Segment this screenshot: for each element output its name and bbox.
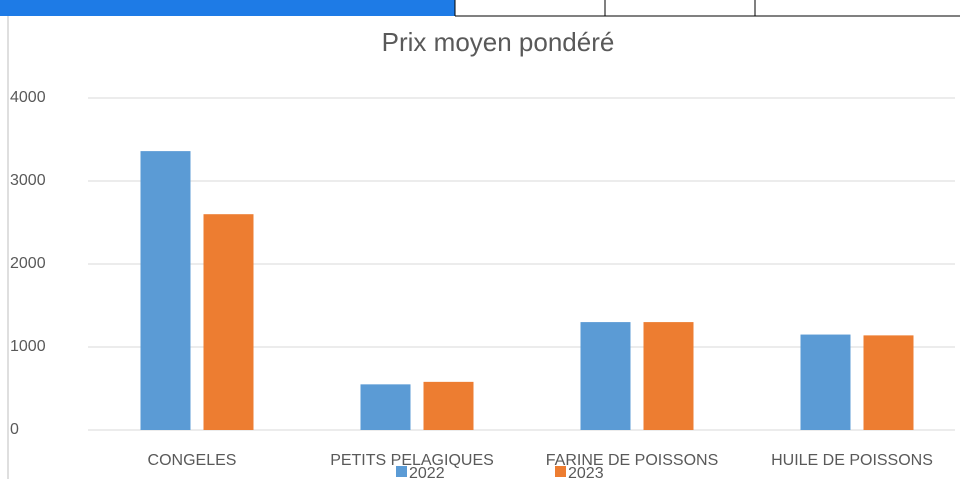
- bar: [360, 384, 411, 430]
- x-tick-label: CONGELES: [148, 452, 237, 469]
- selected-cell: [0, 0, 455, 16]
- x-tick-label: HUILE DE POISSONS: [771, 452, 933, 469]
- bar: [800, 334, 851, 430]
- y-tick-label: 1000: [10, 338, 46, 355]
- bar: [863, 335, 914, 430]
- legend-swatch: [555, 466, 566, 477]
- chart-title: Prix moyen pondéré: [382, 27, 615, 57]
- bar: [423, 381, 474, 430]
- y-tick-label: 0: [10, 421, 19, 438]
- legend-label: 2023: [568, 465, 604, 479]
- y-tick-label: 2000: [10, 255, 46, 272]
- y-tick-label: 4000: [10, 89, 46, 106]
- x-tick-label: FARINE DE POISSONS: [546, 452, 718, 469]
- bar: [580, 322, 631, 430]
- x-tick-label: PETITS PELAGIQUES: [330, 452, 494, 469]
- bar: [203, 214, 254, 430]
- bar: [643, 322, 694, 430]
- bar: [140, 151, 191, 430]
- y-tick-label: 3000: [10, 172, 46, 189]
- legend-label: 2022: [409, 465, 445, 479]
- legend-swatch: [396, 466, 407, 477]
